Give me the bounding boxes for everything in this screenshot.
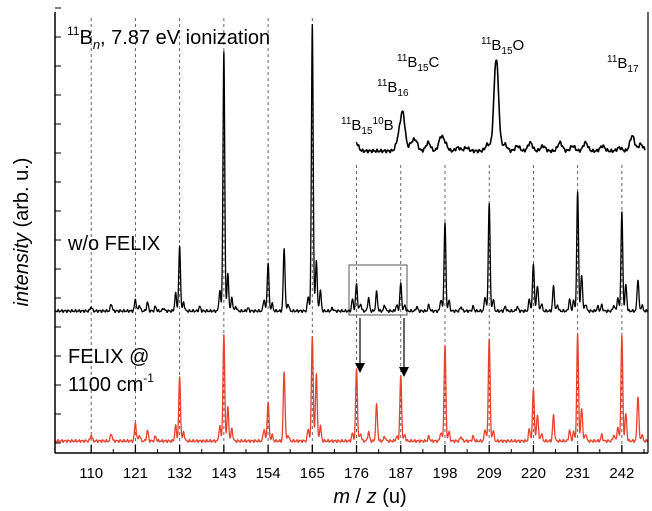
x-tick-label-242: 242 [609, 465, 634, 482]
inset-label-part: 15 [417, 63, 429, 74]
inset-label-part: 15 [361, 126, 373, 137]
y-axis-label: intensity (arb. u.) [11, 158, 33, 307]
x-axis-label-z: z [366, 486, 377, 508]
x-tick-label-165: 165 [300, 465, 325, 482]
top-left-sup: 11 [67, 24, 80, 38]
inset-label-part: B [617, 55, 627, 72]
x-tick-label-220: 220 [521, 465, 546, 482]
highlight-arrowhead-187 [399, 367, 409, 377]
inset-label-part: B [407, 54, 417, 71]
inset-label-part: 10 [373, 116, 385, 127]
inset-label-b15-10b: 11B1510B [341, 116, 394, 137]
wo-felix-label: w/o FELIX [67, 233, 160, 255]
x-axis-label: m / z (u) [333, 486, 406, 508]
inset-label-part: C [429, 54, 440, 71]
x-tick-label-209: 209 [477, 465, 502, 482]
inset-label-part: B [387, 79, 397, 96]
x-tick-label-121: 121 [123, 465, 148, 482]
inset-label-part: B [351, 117, 361, 134]
inset-label-b15o: 11B15O [481, 36, 524, 57]
y-axis-label-unit: (arb. u.) [11, 158, 33, 234]
felix-label-value: 1100 cm [68, 374, 143, 396]
series-trace-2 [355, 59, 646, 154]
inset-label-part: O [513, 37, 525, 54]
top-left-base: B [79, 27, 92, 49]
series-layer [54, 24, 649, 444]
top-left-rest: , 7.87 eV ionization [100, 27, 270, 49]
x-tick-label-154: 154 [256, 465, 281, 482]
highlight-box [348, 264, 408, 316]
x-tick-label-176: 176 [344, 465, 369, 482]
inset-label-b16: 11B16 [377, 78, 409, 99]
inset-label-part: 17 [627, 64, 639, 75]
x-axis-label-unit: (u) [377, 486, 407, 508]
series-trace-0 [54, 24, 649, 314]
inset-label-part: 11 [481, 36, 492, 47]
top-left-sub: n [93, 37, 100, 52]
felix-label-exponent: -1 [143, 371, 154, 385]
x-tick-label-187: 187 [388, 465, 413, 482]
inset-label-part: 11 [377, 78, 388, 89]
inset-label-b15c: 11B15C [397, 53, 440, 74]
felix-label-line1: FELIX @ [68, 346, 149, 368]
highlight-layer [348, 264, 409, 377]
x-tick-label-132: 132 [167, 465, 192, 482]
inset-label-part: 16 [397, 88, 409, 99]
inset-label-part: 11 [397, 53, 408, 64]
x-tick-label-143: 143 [211, 465, 236, 482]
text-layer: 11Bn, 7.87 eV ionization w/o FELIX FELIX… [11, 24, 407, 508]
inset-label-part: B [384, 117, 394, 134]
x-axis-label-slash: / [350, 486, 367, 508]
inset-label-b17: 11B17 [607, 54, 639, 75]
axes-layer: 110 121 132 143 154 165 176 187 198 209 220 231 242 [54, 7, 649, 482]
series-trace-1 [54, 333, 649, 444]
felix-label-line2: 1100 cm-1 [68, 371, 154, 396]
inset-label-part: 15 [501, 46, 513, 57]
x-axis-label-m: m [333, 486, 350, 508]
inset-label-part: B [491, 37, 501, 54]
inset-label-part: 11 [607, 54, 618, 65]
x-tick-label-198: 198 [432, 465, 457, 482]
y-axis-label-intensity: intensity [11, 232, 33, 306]
grid-layer [90, 18, 623, 453]
x-tick-label-231: 231 [565, 465, 590, 482]
inset-label-part: 11 [341, 116, 352, 127]
highlight-arrowhead-176 [355, 363, 365, 373]
x-tick-label-110: 110 [79, 465, 103, 482]
top-left-annotation: 11Bn, 7.87 eV ionization [67, 24, 270, 52]
